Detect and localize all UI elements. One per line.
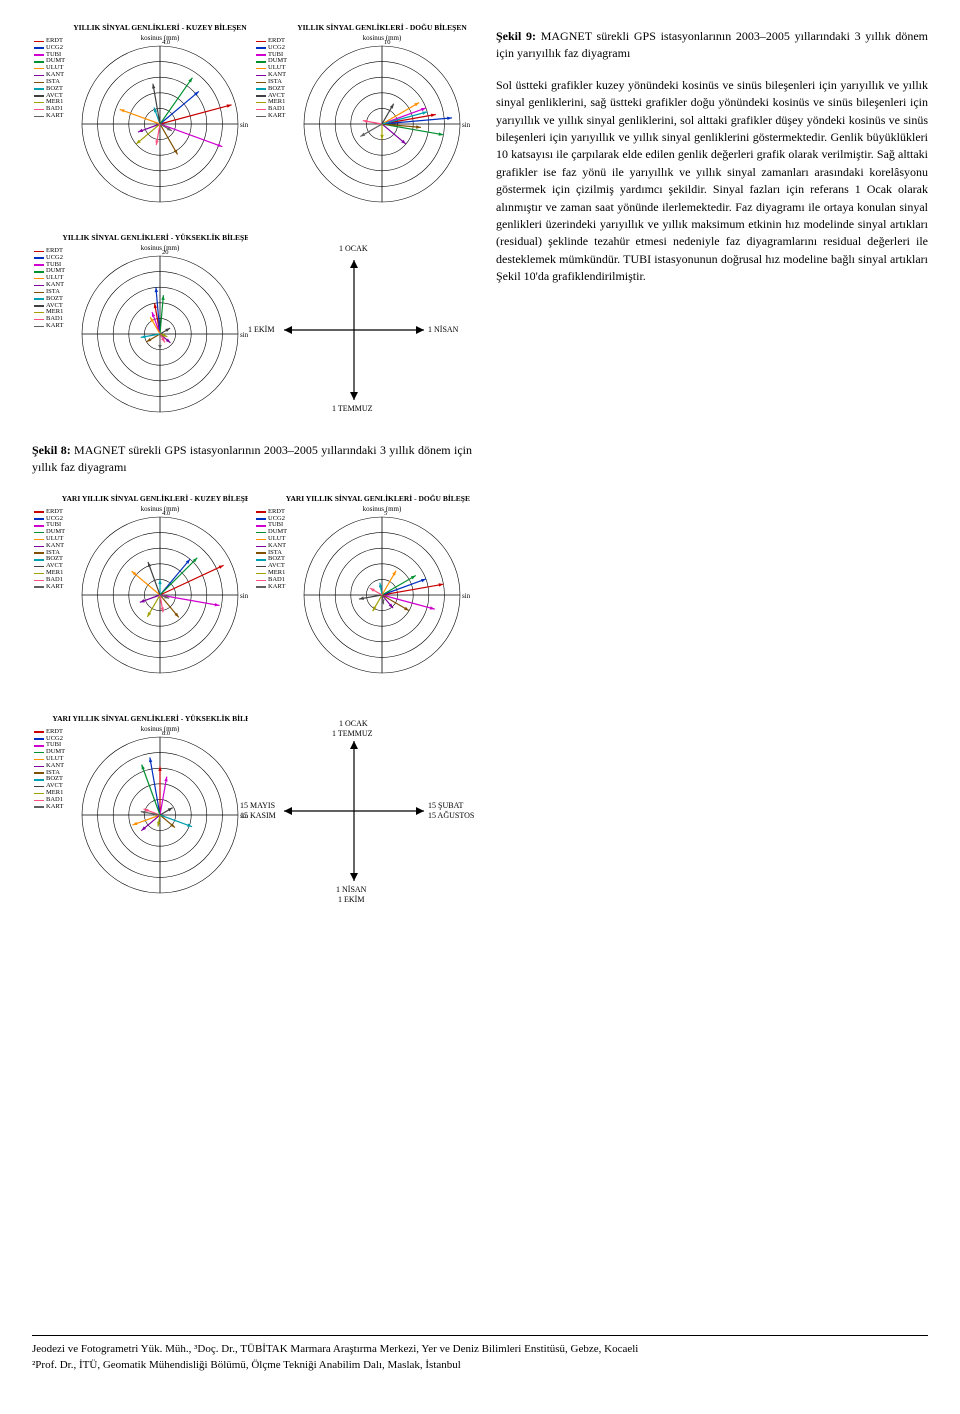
dd-semi-left2: 15 KASIM (240, 811, 276, 820)
fig9-caption-body: MAGNET sürekli GPS istasyonlarının 2003–… (496, 29, 928, 60)
svg-text:YARI YILLIK SİNYAL GENLİKLERİ: YARI YILLIK SİNYAL GENLİKLERİ - KUZEY Bİ… (62, 493, 248, 503)
right-column: Şekil 9: MAGNET sürekli GPS istasyonları… (496, 20, 928, 701)
fig8-bottom-row: YILLIK SİNYAL GENLİKLERİ - YÜKSEKLİK BİL… (32, 230, 472, 434)
svg-text:4.0: 4.0 (162, 39, 170, 46)
date-diagram-annual-svg: 1 OCAK 1 NİSAN 1 TEMMUZ 1 EKİM (254, 230, 454, 430)
phase-plot-fig8-east: YILLIK SİNYAL GENLİKLERİ - DOĞU BİLEŞEN k… (254, 20, 470, 224)
phase-plot-fig9-east: YARI YILLIK SİNYAL GENLİKLERİ - DOĞU BİL… (254, 491, 470, 695)
svg-text:kosinus (mm): kosinus (mm) (141, 34, 180, 42)
station-legend: ERDTUCG2TUBIDUMTULUTKANTISTABOZTAVCTMER1… (256, 38, 287, 120)
station-legend: ERDTUCG2TUBIDUMTULUTKANTISTABOZTAVCTMER1… (34, 729, 65, 811)
legend-label: KART (46, 804, 63, 811)
svg-text:kosinus (mm): kosinus (mm) (141, 244, 180, 252)
upper-two-column: YILLIK SİNYAL GENLİKLERİ - KUZEY BİLEŞEN… (32, 20, 928, 701)
svg-text:kosinus (mm): kosinus (mm) (363, 505, 402, 513)
dd-semi-bottom2: 1 EKİM (338, 895, 364, 904)
station-legend: ERDTUCG2TUBIDUMTULUTKANTISTABOZTAVCTMER1… (256, 509, 287, 591)
legend-label: KART (46, 584, 63, 591)
fig9-bottom-row: YARI YILLIK SİNYAL GENLİKLERİ - YÜKSEKLİ… (32, 711, 472, 915)
date-diagram-semi: 1 OCAK 1 TEMMUZ 15 ŞUBAT 15 AĞUSTOS 1 Nİ… (254, 711, 470, 915)
date-diagram-annual: 1 OCAK 1 NİSAN 1 TEMMUZ 1 EKİM (254, 230, 470, 434)
fig8-caption: Şekil 8: MAGNET sürekli GPS istasyonları… (32, 442, 472, 477)
date-diagram-semi-svg: 1 OCAK 1 TEMMUZ 15 ŞUBAT 15 AĞUSTOS 1 Nİ… (254, 711, 454, 911)
station-legend: ERDTUCG2TUBIDUMTULUTKANTISTABOZTAVCTMER1… (34, 38, 65, 120)
phase-plot-fig8-north: YILLIK SİNYAL GENLİKLERİ - KUZEY BİLEŞEN… (32, 20, 248, 224)
dd-annual-right: 1 NİSAN (428, 325, 458, 334)
dd-annual-bottom: 1 TEMMUZ (332, 404, 373, 413)
legend-label: KART (268, 584, 285, 591)
footer-line-2: ²Prof. Dr., İTÜ, Geomatik Mühendisliği B… (32, 1358, 928, 1374)
svg-text:5: 5 (384, 510, 387, 517)
svg-text:sinus (mm): sinus (mm) (462, 121, 470, 129)
svg-text:kosinus (mm): kosinus (mm) (363, 34, 402, 42)
fig9-caption-lead: Şekil 9: (496, 29, 536, 43)
station-legend: ERDTUCG2TUBIDUMTULUTKANTISTABOZTAVCTMER1… (34, 248, 65, 330)
svg-text:kosinus (mm): kosinus (mm) (141, 505, 180, 513)
legend-label: KART (46, 113, 63, 120)
legend-label: KART (46, 323, 63, 330)
dd-semi-left1: 15 MAYIS (240, 801, 275, 810)
footer: Jeodezi ve Fotogrametri Yük. Müh., ³Doç.… (32, 1335, 928, 1374)
svg-text:8.0: 8.0 (162, 730, 170, 737)
dd-semi-right2: 15 AĞUSTOS (428, 811, 474, 820)
phase-plot-fig9-north: YARI YILLIK SİNYAL GENLİKLERİ - KUZEY Bİ… (32, 491, 248, 695)
fig9-top-row: YARI YILLIK SİNYAL GENLİKLERİ - KUZEY Bİ… (32, 491, 472, 695)
svg-text:sinus (mm): sinus (mm) (240, 121, 248, 129)
legend-label: KART (268, 113, 285, 120)
svg-text:sinus (mm): sinus (mm) (462, 592, 470, 600)
dd-semi-bottom1: 1 NİSAN (336, 885, 366, 894)
svg-text:20: 20 (162, 249, 169, 256)
left-column: YILLIK SİNYAL GENLİKLERİ - KUZEY BİLEŞEN… (32, 20, 472, 701)
phase-plot-fig8-up: YILLIK SİNYAL GENLİKLERİ - YÜKSEKLİK BİL… (32, 230, 248, 434)
dd-semi-top1: 1 OCAK (339, 719, 368, 728)
svg-text:kosinus (mm): kosinus (mm) (141, 725, 180, 733)
dd-semi-right1: 15 ŞUBAT (428, 801, 463, 810)
svg-text:YARI YILLIK SİNYAL GENLİKLERİ: YARI YILLIK SİNYAL GENLİKLERİ - YÜKSEKLİ… (52, 713, 248, 723)
body-paragraph: Sol üstteki grafikler kuzey yönündeki ko… (496, 77, 928, 286)
svg-text:YILLIK SİNYAL GENLİKLERİ - DOĞ: YILLIK SİNYAL GENLİKLERİ - DOĞU BİLEŞEN (297, 22, 467, 32)
phase-plot-fig9-up: YARI YILLIK SİNYAL GENLİKLERİ - YÜKSEKLİ… (32, 711, 248, 915)
svg-text:YILLIK SİNYAL GENLİKLERİ - YÜK: YILLIK SİNYAL GENLİKLERİ - YÜKSEKLİK BİL… (62, 232, 248, 242)
footer-line-1: Jeodezi ve Fotogrametri Yük. Müh., ³Doç.… (32, 1342, 928, 1358)
station-legend: ERDTUCG2TUBIDUMTULUTKANTISTABOZTAVCTMER1… (34, 509, 65, 591)
svg-text:sinus (mm): sinus (mm) (240, 331, 248, 339)
svg-text:YARI YILLIK SİNYAL GENLİKLERİ: YARI YILLIK SİNYAL GENLİKLERİ - DOĞU BİL… (286, 493, 470, 503)
fig8-top-row: YILLIK SİNYAL GENLİKLERİ - KUZEY BİLEŞEN… (32, 20, 472, 224)
svg-text:10: 10 (384, 39, 391, 46)
dd-annual-left: 1 EKİM (248, 325, 274, 334)
dd-semi-top2: 1 TEMMUZ (332, 729, 373, 738)
svg-text:4.0: 4.0 (162, 510, 170, 517)
svg-text:YILLIK SİNYAL GENLİKLERİ - KUZ: YILLIK SİNYAL GENLİKLERİ - KUZEY BİLEŞEN (73, 22, 247, 32)
svg-text:sinus (mm): sinus (mm) (240, 592, 248, 600)
fig9-caption: Şekil 9: MAGNET sürekli GPS istasyonları… (496, 28, 928, 63)
fig8-caption-body: MAGNET sürekli GPS istasyonlarının 2003–… (32, 443, 472, 474)
page: YILLIK SİNYAL GENLİKLERİ - KUZEY BİLEŞEN… (0, 0, 960, 1414)
dd-annual-top: 1 OCAK (339, 244, 368, 253)
fig8-caption-lead: Şekil 8: (32, 443, 71, 457)
